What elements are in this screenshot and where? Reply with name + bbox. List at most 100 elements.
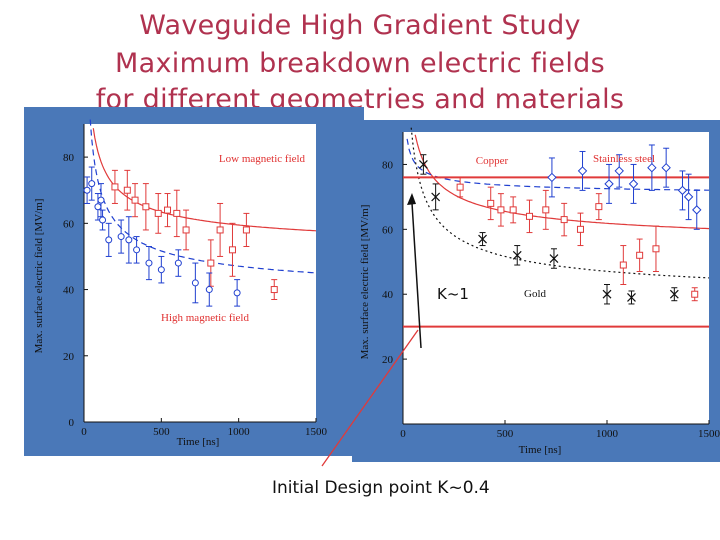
left-y-axis-label: Max. surface electric field [MV/m] xyxy=(33,199,45,354)
data-point-square xyxy=(636,238,644,273)
data-point-x xyxy=(478,232,487,247)
y-tick-label: 20 xyxy=(382,354,394,366)
annotation-low-magnetic-field: Low magnetic field xyxy=(219,153,306,165)
x-tick-label: 1500 xyxy=(698,428,720,440)
k-pointer-arrowhead xyxy=(407,193,416,205)
data-point-diamond xyxy=(683,173,694,221)
left-plot-area xyxy=(84,124,316,422)
data-point-x xyxy=(669,287,679,302)
data-point-circle xyxy=(233,279,241,307)
data-point-x xyxy=(512,245,522,266)
data-point-square xyxy=(242,212,250,248)
y-tick-label: 0 xyxy=(69,417,75,429)
data-point-circle xyxy=(83,176,91,204)
data-point-square xyxy=(595,193,603,221)
k-label: K~1 xyxy=(437,285,469,303)
data-point-x xyxy=(602,283,612,305)
legend-stainless-steel: Stainless steel xyxy=(593,153,655,165)
left-plot: 0 500 1000 1500 0 20 40 60 80 xyxy=(63,119,328,438)
k-pointer-arrow xyxy=(411,202,422,349)
data-point-square xyxy=(270,279,278,300)
x-tick-label: 1500 xyxy=(305,426,328,438)
data-point-square xyxy=(182,209,190,251)
data-point-square xyxy=(509,196,517,224)
data-point-square xyxy=(497,193,505,227)
x-tick-label: 0 xyxy=(400,428,406,440)
data-point-diamond xyxy=(577,150,588,191)
data-point-diamond xyxy=(628,163,639,204)
data-point-circle xyxy=(97,183,105,218)
data-point-diamond xyxy=(677,170,688,211)
data-point-circle xyxy=(94,193,102,221)
data-point-x xyxy=(549,248,559,269)
data-point-square xyxy=(691,287,699,302)
right-y-axis-label: Max. surface electric field [MV/m] xyxy=(359,205,371,360)
right-x-axis-label: Time [ns] xyxy=(519,444,562,456)
slide-title-line-2: Maximum breakdown electric fields xyxy=(115,48,605,79)
data-point-circle xyxy=(117,219,125,254)
left-x-axis-label: Time [ns] xyxy=(177,436,220,448)
right-plot: 0 500 1000 1500 20 40 60 80 xyxy=(382,127,720,440)
data-point-circle xyxy=(174,249,182,277)
x-tick-label: 0 xyxy=(81,426,87,438)
data-point-x xyxy=(431,183,441,211)
data-point-circle xyxy=(88,166,96,201)
data-point-square xyxy=(154,193,162,234)
y-tick-label: 80 xyxy=(63,152,75,164)
data-point-circle xyxy=(205,272,213,307)
data-point-square xyxy=(131,183,139,218)
data-point-diamond xyxy=(547,157,557,198)
data-point-square xyxy=(456,176,464,198)
data-point-square xyxy=(576,212,584,247)
data-point-diamond xyxy=(614,154,624,188)
x-tick-label: 1000 xyxy=(228,426,251,438)
legend-copper: Copper xyxy=(476,155,509,167)
fit-curve-blue xyxy=(406,138,709,191)
data-point-square xyxy=(487,186,495,221)
y-tick-label: 60 xyxy=(63,218,75,230)
data-point-square xyxy=(560,202,568,237)
data-point-square xyxy=(228,222,236,277)
y-tick-label: 40 xyxy=(63,285,75,297)
data-point-circle xyxy=(125,216,133,264)
data-point-square xyxy=(652,225,660,273)
data-point-square xyxy=(542,189,550,230)
x-tick-label: 500 xyxy=(497,428,514,440)
data-point-circle xyxy=(133,236,141,264)
data-point-circle xyxy=(105,222,113,257)
y-tick-label: 80 xyxy=(382,159,394,171)
right-plot-area xyxy=(403,132,709,424)
data-point-diamond xyxy=(661,147,671,188)
data-point-circle xyxy=(145,246,153,281)
data-point-x xyxy=(418,154,428,175)
data-point-circle xyxy=(99,209,107,231)
data-point-square xyxy=(142,183,150,231)
data-point-square xyxy=(173,189,181,238)
data-point-circle xyxy=(191,262,199,304)
data-point-diamond xyxy=(692,189,702,230)
fit-curve-black xyxy=(410,127,710,279)
data-point-diamond xyxy=(647,144,657,191)
design-point-caption: Initial Design point K~0.4 xyxy=(272,478,490,498)
x-tick-label: 500 xyxy=(153,426,170,438)
data-point-square xyxy=(619,245,627,285)
fit-curve-red xyxy=(92,128,317,232)
data-point-circle xyxy=(157,255,165,284)
data-point-x xyxy=(627,290,636,305)
data-point-square xyxy=(111,169,119,204)
legend-gold: Gold xyxy=(524,288,547,300)
x-tick-label: 1000 xyxy=(596,428,619,440)
design-point-pointer xyxy=(321,329,419,467)
data-point-square xyxy=(164,193,172,228)
fit-curve-blue xyxy=(89,119,317,274)
slide-title-line-1: Waveguide High Gradient Study xyxy=(139,10,581,41)
y-tick-label: 20 xyxy=(63,351,75,363)
y-tick-label: 40 xyxy=(382,289,394,301)
data-point-square xyxy=(123,169,131,211)
data-point-square xyxy=(525,199,533,234)
data-point-square xyxy=(216,202,224,257)
y-tick-label: 60 xyxy=(382,224,394,236)
data-point-diamond xyxy=(604,163,614,204)
annotation-high-magnetic-field: High magnetic field xyxy=(161,312,249,324)
